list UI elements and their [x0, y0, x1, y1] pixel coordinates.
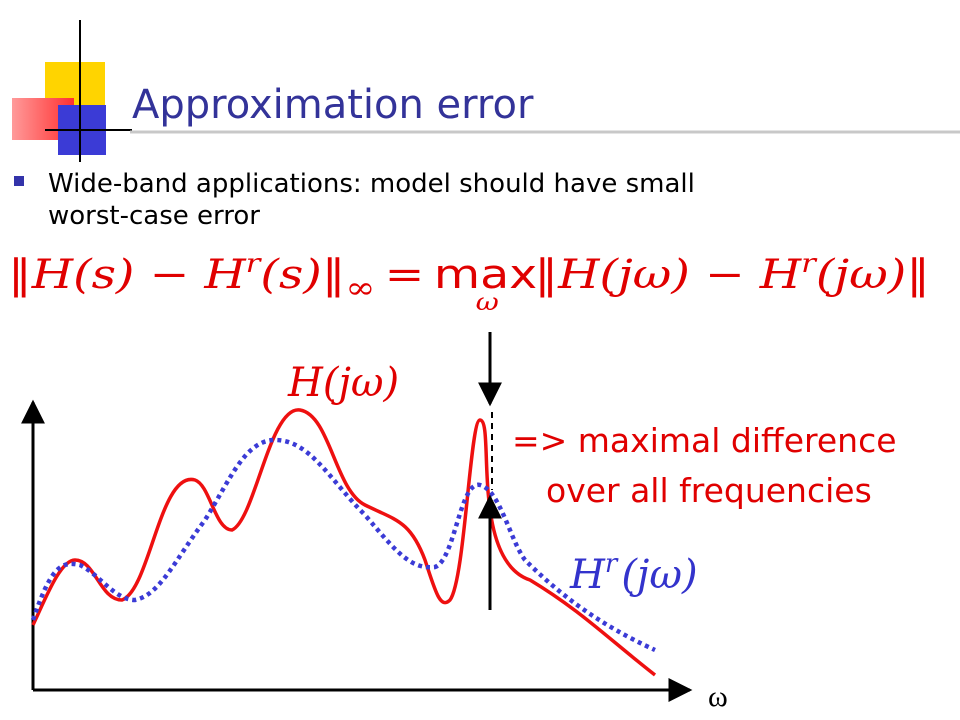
hr-curve — [30, 437, 656, 653]
hr-label: Hr (jω) — [569, 549, 698, 598]
formula-part: ‖H(s) − H — [8, 252, 247, 298]
hr-sup: r — [605, 549, 619, 579]
bullet — [14, 176, 24, 186]
hr-base: H — [569, 552, 606, 598]
formula-part: (jω)‖ — [816, 252, 930, 298]
hr-rest: (jω) — [621, 552, 697, 598]
formula-part: max — [434, 252, 537, 298]
bullet-text: Wide-band applications: model should hav… — [48, 169, 695, 199]
x-axis-label: ω — [708, 680, 728, 713]
formula-part: (s)‖ — [260, 252, 345, 298]
annotation: over all frequencies — [546, 471, 872, 510]
formula-sup: r — [246, 249, 263, 279]
title: Approximation error — [132, 82, 534, 128]
formula-part: = — [385, 252, 425, 298]
formula-part: ‖H(jω) − H — [534, 252, 802, 298]
annotation: => maximal difference — [512, 421, 897, 460]
formula-sub: ω — [476, 288, 499, 316]
h-label: H(jω) — [287, 360, 399, 406]
formula-sub: ∞ — [346, 271, 376, 306]
h-curve — [31, 408, 657, 677]
formula-sup: r — [801, 249, 818, 279]
bullet-text: worst-case error — [48, 201, 260, 231]
